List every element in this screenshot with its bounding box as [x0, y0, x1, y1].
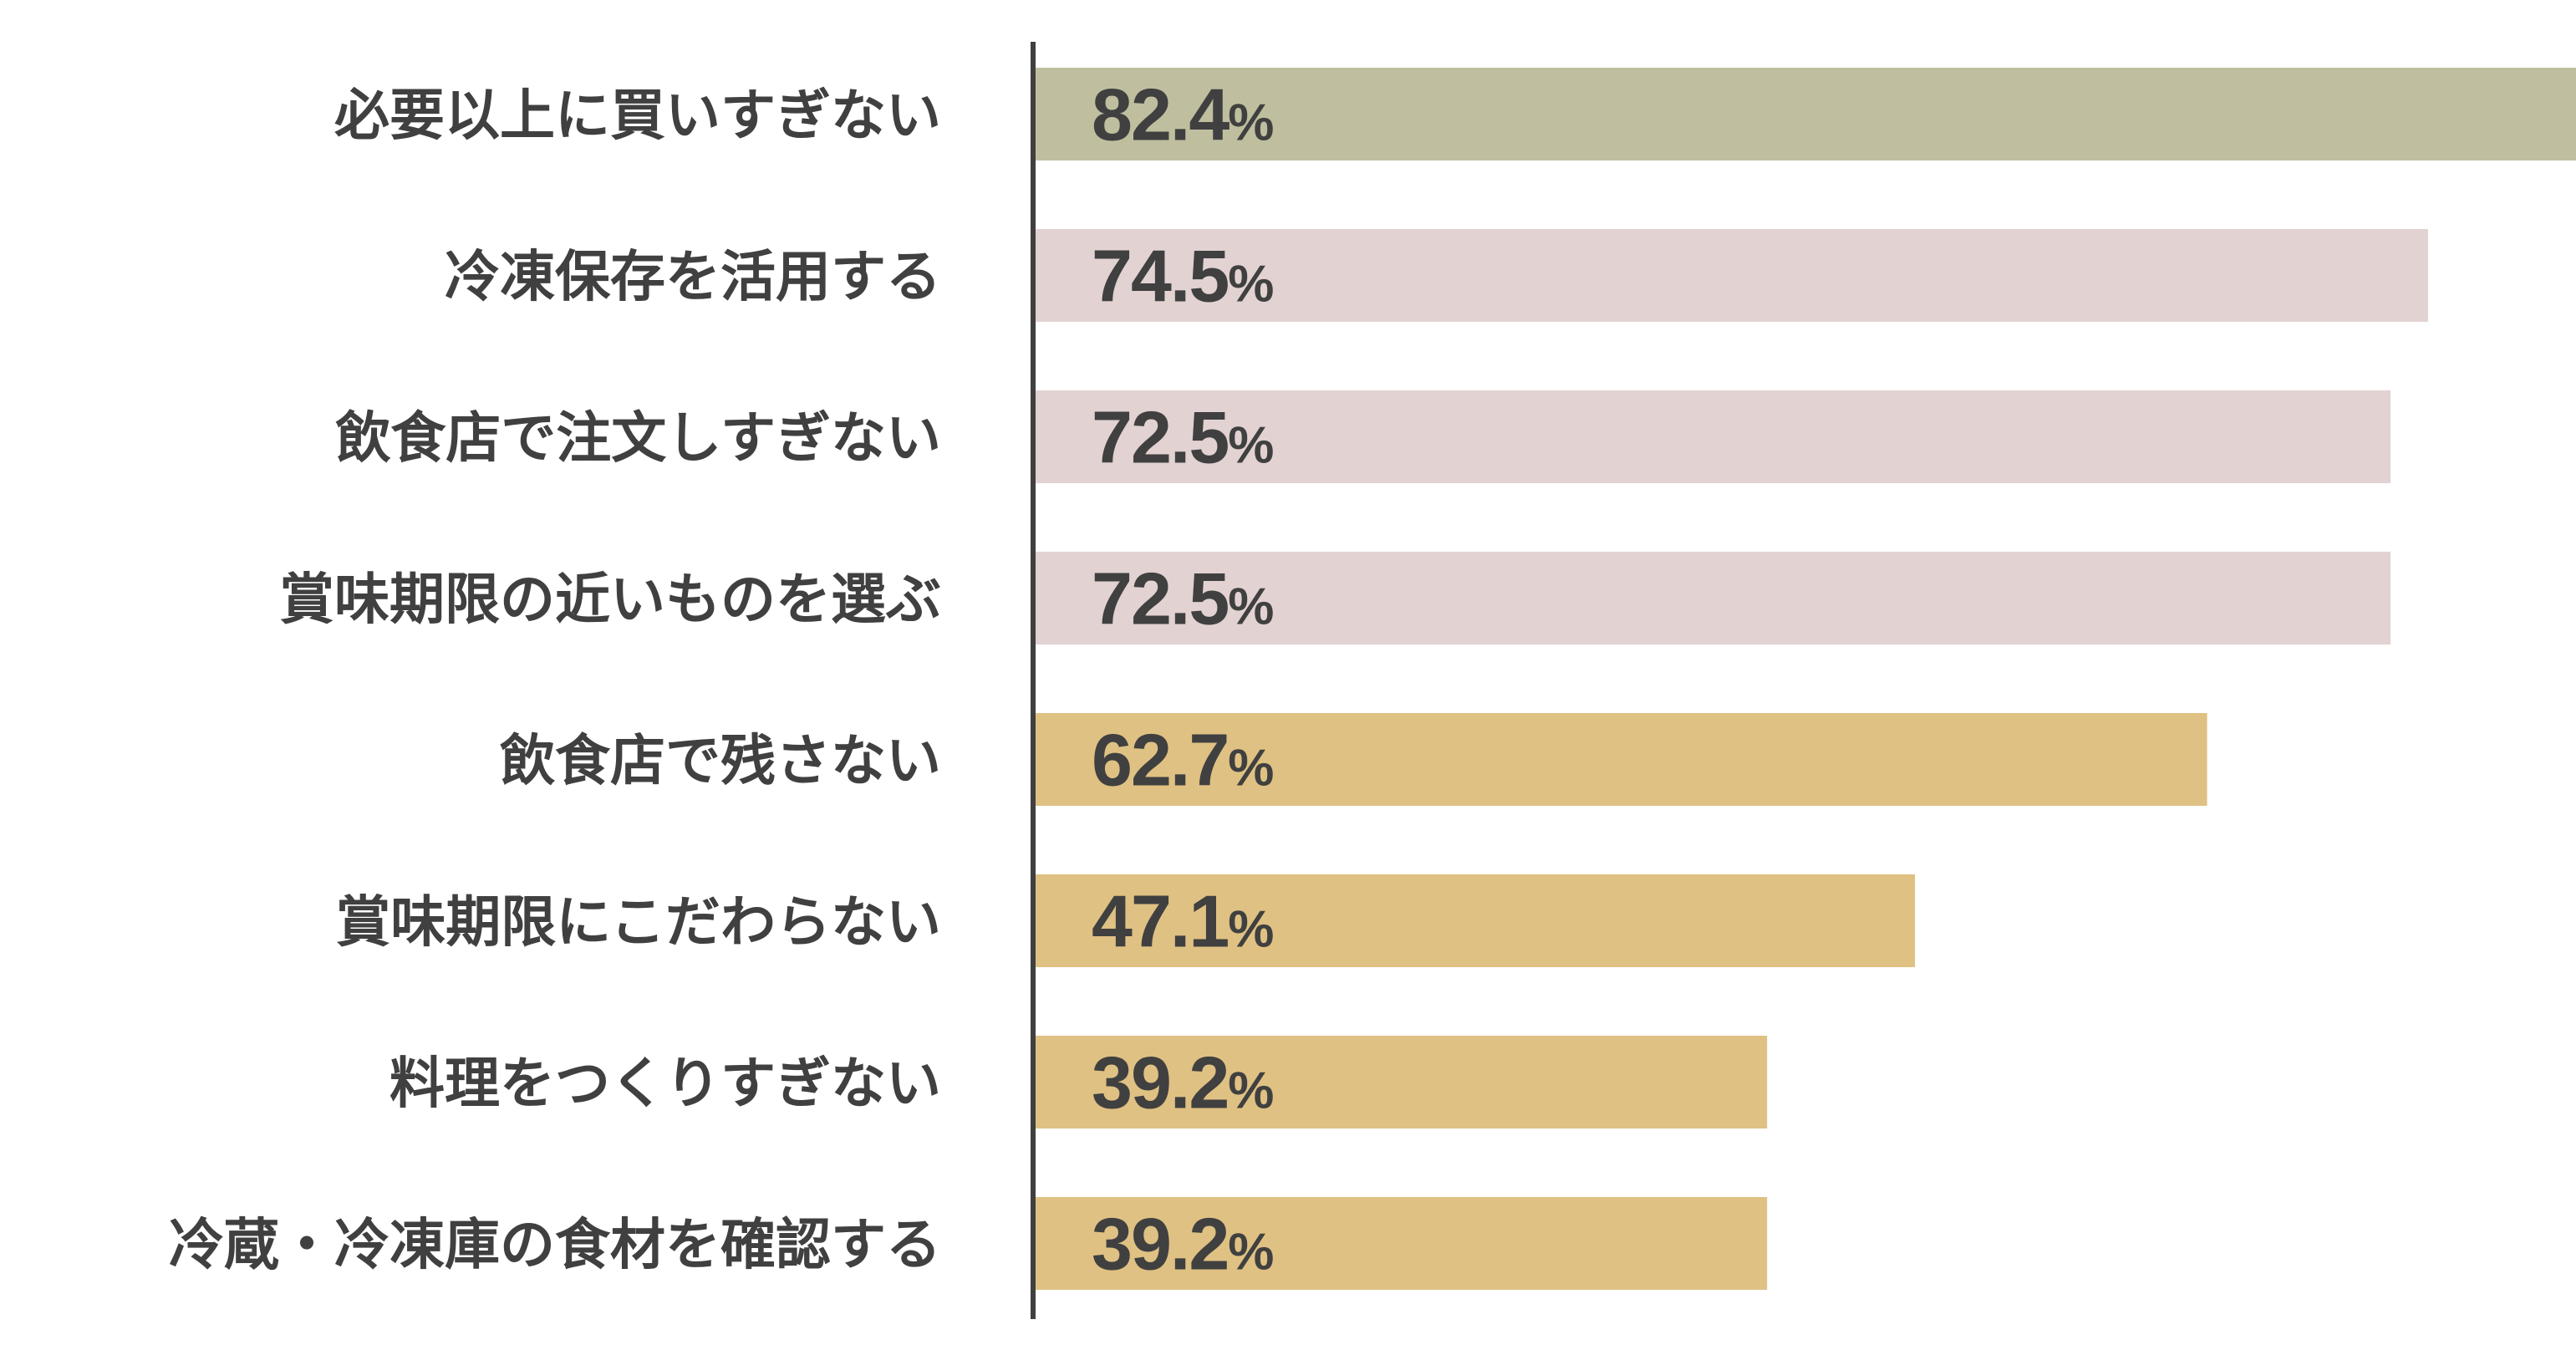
category-label-6: 賞味期限にこだわらない — [335, 890, 941, 955]
value-label-5: 62.7% — [1092, 719, 1274, 802]
bar-1 — [1033, 68, 2576, 160]
value-unit: % — [1228, 901, 1274, 959]
value-unit: % — [1228, 417, 1274, 475]
category-label-3: 飲食店で注文しすぎない — [335, 406, 941, 471]
value-number: 72.5 — [1092, 558, 1228, 640]
value-label-2: 74.5% — [1092, 235, 1274, 318]
bar-6 — [1033, 874, 1916, 967]
category-label-7: 料理をつくりすぎない — [389, 1052, 941, 1116]
category-label-8: 冷蔵・冷凍庫の食材を確認する — [169, 1213, 941, 1277]
value-label-3: 72.5% — [1092, 396, 1274, 479]
value-number: 72.5 — [1092, 396, 1228, 479]
bar-7 — [1033, 1036, 1768, 1128]
value-unit: % — [1228, 94, 1274, 152]
category-label-4: 賞味期限の近いものを選ぶ — [279, 568, 941, 632]
value-number: 62.7 — [1092, 719, 1228, 802]
value-number: 82.4 — [1092, 74, 1229, 156]
value-unit: % — [1228, 578, 1274, 636]
bar-4 — [1033, 552, 2391, 644]
value-unit: % — [1228, 256, 1274, 313]
value-number: 74.5 — [1092, 235, 1228, 318]
value-labels-layer: 82.4%74.5%72.5%72.5%62.7%47.1%39.2%39.2% — [1092, 74, 1274, 1286]
value-label-8: 39.2% — [1092, 1203, 1274, 1286]
bar-3 — [1033, 390, 2391, 483]
category-labels-layer: 必要以上に買いすぎない冷凍保存を活用する飲食店で注文しすぎない賞味期限の近いもの… — [169, 84, 941, 1277]
bar-5 — [1033, 713, 2207, 806]
category-label-5: 飲食店で残さない — [500, 729, 941, 793]
category-label-1: 必要以上に買いすぎない — [334, 84, 941, 148]
bar-2 — [1033, 229, 2429, 322]
bars-layer — [1033, 68, 2576, 1290]
bar-8 — [1033, 1197, 1768, 1290]
value-label-7: 39.2% — [1092, 1042, 1274, 1124]
value-label-4: 72.5% — [1092, 558, 1274, 640]
category-label-2: 冷凍保存を活用する — [445, 245, 941, 309]
value-unit: % — [1228, 1224, 1274, 1281]
value-label-1: 82.4% — [1092, 74, 1274, 156]
value-unit: % — [1228, 1062, 1274, 1120]
value-number: 39.2 — [1092, 1042, 1228, 1124]
value-unit: % — [1228, 740, 1274, 797]
value-number: 47.1 — [1092, 880, 1228, 963]
value-label-6: 47.1% — [1092, 880, 1274, 963]
value-number: 39.2 — [1092, 1203, 1228, 1286]
